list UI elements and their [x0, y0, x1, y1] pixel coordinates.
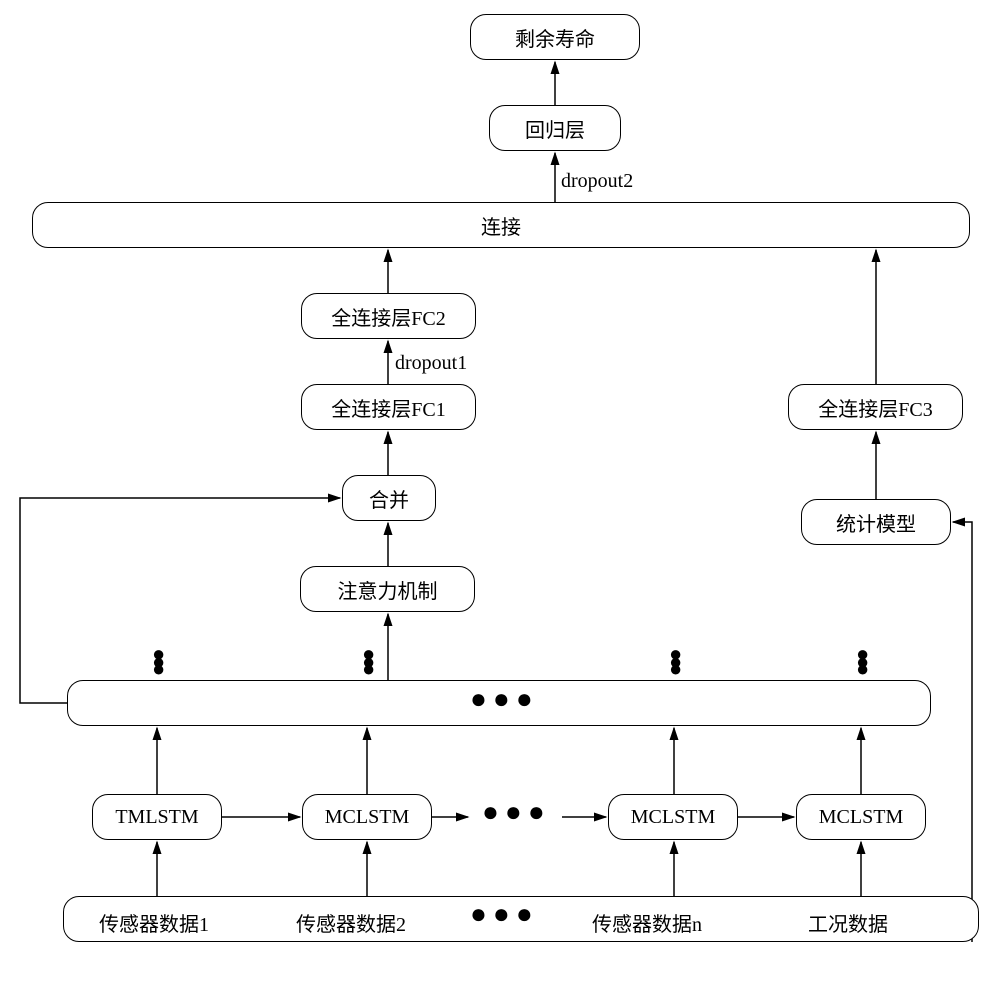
node-output-label: 剩余寿命 — [515, 23, 595, 52]
node-concat-label: 连接 — [481, 211, 521, 240]
vellipsis-icon: ●●● — [362, 650, 375, 673]
vellipsis-icon: ●●● — [669, 650, 682, 673]
vellipsis-icon: ●●● — [856, 650, 869, 673]
node-stat-label: 统计模型 — [836, 508, 916, 537]
ellipsis-icon: ●●● — [470, 899, 539, 931]
node-lstm4: MCLSTM — [796, 794, 926, 840]
node-fc2-label: 全连接层FC2 — [331, 302, 445, 331]
node-regression-label: 回归层 — [525, 114, 585, 143]
node-fc3-label: 全连接层FC3 — [818, 393, 932, 422]
ellipsis-icon: ●●● — [482, 797, 551, 829]
node-fc1: 全连接层FC1 — [301, 384, 476, 430]
node-regression: 回归层 — [489, 105, 621, 151]
node-output: 剩余寿命 — [470, 14, 640, 60]
node-attn: 注意力机制 — [300, 566, 475, 612]
node-merge: 合并 — [342, 475, 436, 521]
node-fc1-label: 全连接层FC1 — [331, 393, 445, 422]
edge-label-dropout2: dropout2 — [561, 170, 633, 193]
edge-label-dropout1: dropout1 — [395, 352, 467, 375]
node-lstm3: MCLSTM — [608, 794, 738, 840]
node-fc2: 全连接层FC2 — [301, 293, 476, 339]
input-s1: 传感器数据1 — [99, 908, 209, 937]
node-lstm2: MCLSTM — [302, 794, 432, 840]
node-fc3: 全连接层FC3 — [788, 384, 963, 430]
node-merge-label: 合并 — [369, 484, 409, 513]
input-cond: 工况数据 — [808, 908, 888, 937]
input-sn: 传感器数据n — [592, 908, 702, 937]
input-s2: 传感器数据2 — [296, 908, 406, 937]
node-lstm4-label: MCLSTM — [819, 806, 903, 829]
ellipsis-icon: ●●● — [470, 684, 539, 716]
node-lstm3-label: MCLSTM — [631, 806, 715, 829]
node-lstm1-label: TMLSTM — [115, 806, 198, 829]
node-stat: 统计模型 — [801, 499, 951, 545]
node-concat: 连接 — [32, 202, 970, 248]
node-lstm1: TMLSTM — [92, 794, 222, 840]
node-lstm2-label: MCLSTM — [325, 806, 409, 829]
node-attn-label: 注意力机制 — [338, 575, 438, 604]
vellipsis-icon: ●●● — [152, 650, 165, 673]
